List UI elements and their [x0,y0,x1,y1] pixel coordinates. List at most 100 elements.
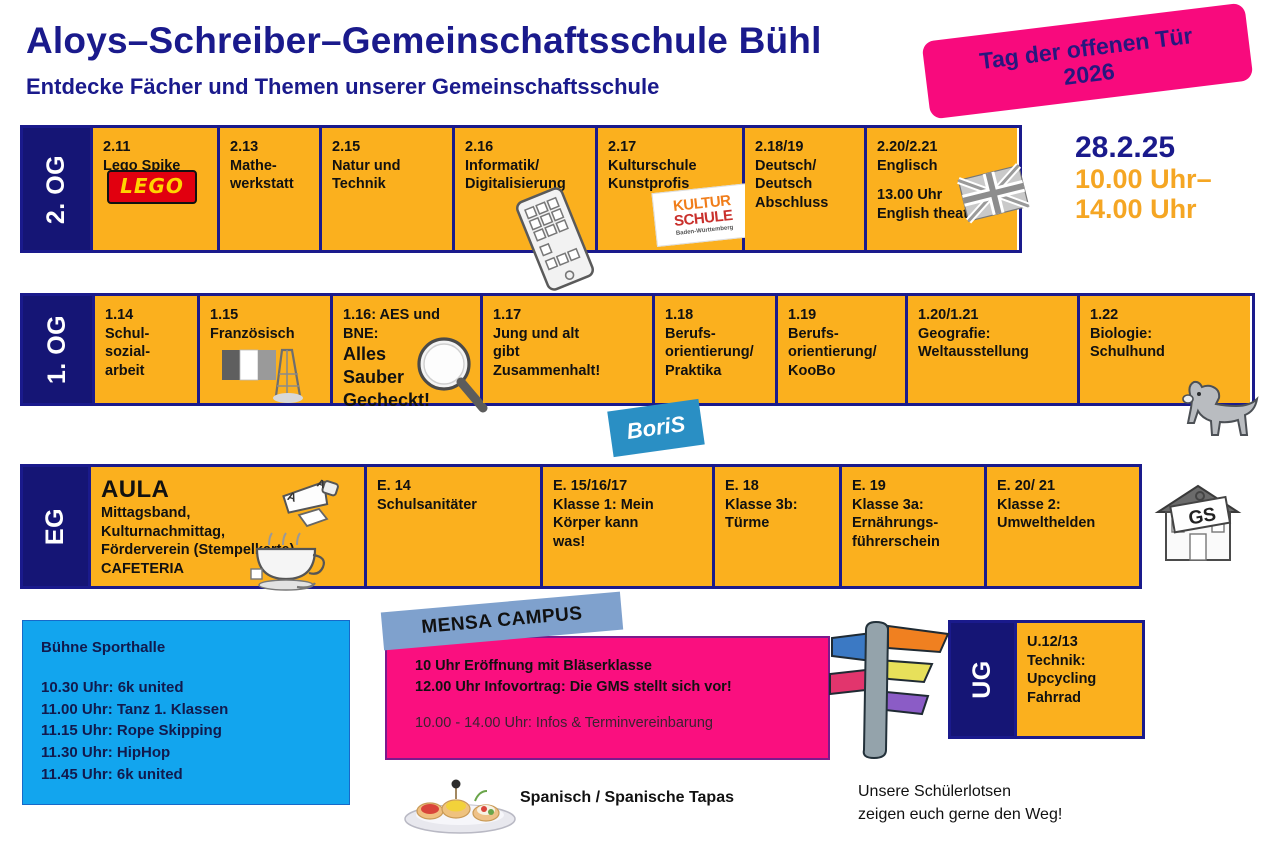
room-number: 1.20/1.21 [918,307,979,323]
room-number: E. 18 [725,478,759,494]
room-cell-1-14[interactable]: 1.14 Schul- sozial- arbeit [95,296,200,403]
megaphone-icon: A A [282,477,339,528]
room-line: werkstatt [230,176,294,193]
room-line: Biologie: [1090,325,1153,342]
page-title: Aloys–Schreiber–Gemeinschaftsschule Bühl [26,20,822,61]
room-line: Klasse 2: [997,496,1061,513]
room-cell-e-20-21[interactable]: E. 20/ 21 Klasse 2: Umwelthelden [987,467,1139,586]
school-house-gs-icon: GS [1154,484,1242,561]
floor-label-1og: 1. OG [23,296,95,403]
room-line: Förderverein (Stempelkarte) [101,542,295,559]
room-cell-1-19[interactable]: 1.19 Berufs- orientierung/ KooBo [778,296,908,403]
sporthalle-heading: Bühne Sporthalle [41,639,166,656]
room-line: Mathe- [230,157,277,174]
boris-logo-icon: BoriS [607,398,705,458]
room-line: Umwelthelden [997,515,1096,532]
room-line: Schulhund [1090,344,1165,361]
mensa-line-2: 12.00 Uhr Infovortrag: Die GMS stellt si… [415,679,732,696]
room-extra-line: 13.00 Uhr [877,187,943,204]
room-cell-2-13[interactable]: 2.13 Mathe- werkstatt [220,128,322,250]
coffee-cup-icon [250,532,325,591]
room-number: 1.15 [210,307,239,323]
sporthalle-item: 11.00 Uhr: Tanz 1. Klassen [41,700,229,718]
room-number: U.12/13 [1027,634,1078,650]
room-number: E. 19 [852,478,886,494]
room-line-alles: Alles [343,344,387,365]
event-time-start: 10.00 Uhr– [1075,163,1212,194]
room-number: 1.17 [493,307,522,323]
room-number: 2.15 [332,139,361,155]
room-cell-1-18[interactable]: 1.18 Berufs- orientierung/ Praktika [655,296,778,403]
room-number: 2.13 [230,139,259,155]
room-line: Jung und alt [493,325,580,342]
room-cell-1-17[interactable]: 1.17 Jung und alt gibt Zusammenhalt! [483,296,655,403]
room-line: Deutsch [755,176,813,193]
signpost-icon [829,620,950,760]
room-number: 2.11 [103,139,131,155]
room-line: Fahrrad [1027,689,1081,706]
room-line: Digitalisierung [465,176,566,193]
room-line: Berufs- [665,325,716,342]
room-line: Kulturschule [608,157,697,174]
room-cell-1-15[interactable]: 1.15 Französisch [200,296,333,403]
room-cell-2-15[interactable]: 2.15 Natur und Technik [322,128,455,250]
room-line: Englisch [877,157,938,174]
room-cell-e-15-16-17[interactable]: E. 15/16/17 Klasse 1: Mein Körper kann w… [543,467,715,586]
room-number: 2.20/2.21 [877,139,938,155]
mensa-line-3: 10.00 - 14.00 Uhr: Infos & Terminvereinb… [415,715,713,732]
event-time-end: 14.00 Uhr [1075,193,1197,224]
room-line: gibt [493,344,520,361]
room-cell-e-19[interactable]: E. 19 Klasse 3a: Ernährungs- führerschei… [842,467,987,586]
room-line: Praktika [665,362,722,379]
tablet-icon [516,187,594,291]
room-cell-e-14[interactable]: E. 14 Schulsanitäter [367,467,543,586]
gs-label: GS [1187,504,1218,529]
france-eiffel-icon [222,348,303,403]
room-line: Geografie: [918,325,991,342]
event-date: 28.2.25 [1075,131,1176,164]
room-line: Informatik/ [465,157,540,174]
ribbon-line-2: 2026 [1062,57,1117,90]
room-line: Französisch [210,325,295,342]
room-cell-1-16[interactable]: 1.16: AES und BNE: Alles Sauber Gecheckt… [333,296,488,413]
room-line: Körper kann [553,515,639,532]
room-number: 2.16 [465,139,494,155]
floor-label-2og: 2. OG [23,128,93,250]
room-number: 1.16: AES und [343,307,440,323]
room-cell-u-12-13[interactable]: U.12/13 Technik: Upcycling Fahrrad [1017,623,1142,736]
room-number: 2.18/19 [755,139,804,155]
room-cell-1-22[interactable]: 1.22 Biologie: Schulhund [1080,296,1259,436]
room-cell-1-20-21[interactable]: 1.20/1.21 Geografie: Weltausstellung [908,296,1080,403]
room-cell-2-18-19[interactable]: 2.18/19 Deutsch/ Deutsch Abschluss [745,128,867,250]
magnifier-icon [417,337,488,413]
kulturschule-logo-icon: KULTUR SCHULE Baden-Württemberg [651,183,755,247]
room-line: orientierung/ [665,344,754,361]
svg-text:A: A [315,477,326,491]
floor-label-ug: UG [951,623,1017,736]
room-cell-e-18[interactable]: E. 18 Klasse 3b: Türme [715,467,842,586]
room-cell-2-17[interactable]: 2.17 Kulturschule Kunstprofis KULTUR SCH… [598,128,755,250]
room-line: KooBo [788,362,836,379]
room-cell-2-11[interactable]: 2.11 Lego Spike LEGO [93,128,220,250]
room-line: Natur und [332,157,401,174]
union-jack-flag-icon [957,163,1030,224]
room-line: Upcycling [1027,671,1097,688]
room-line: sozial- [105,344,151,361]
room-line: führerschein [852,533,940,550]
room-line: Lego Spike [103,157,181,174]
room-line: orientierung/ [788,344,877,361]
room-line: Klasse 3b: [725,496,798,513]
room-line: Deutsch/ [755,157,817,174]
room-line: BNE: [343,325,379,342]
room-line: Mittagsband, [101,505,191,522]
room-line: Berufs- [788,325,839,342]
room-cell-aula[interactable]: AULA Mittagsband, Kulturnachmittag, Förd… [91,467,367,591]
date-block: 28.2.25 10.00 Uhr– 14.00 Uhr [1075,132,1212,224]
room-cell-2-16[interactable]: 2.16 Informatik/ Digitalisierung [455,128,598,291]
room-cell-2-20-21[interactable]: 2.20/2.21 Englisch 13.00 Uhr English the… [867,128,1030,250]
room-line: Technik [332,176,386,193]
room-line: Weltausstellung [918,344,1029,361]
room-line: CAFETERIA [101,561,184,578]
floor-row-2og: 2. OG 2.11 Lego Spike LEGO 2.13 Mathe- w… [20,125,1030,291]
